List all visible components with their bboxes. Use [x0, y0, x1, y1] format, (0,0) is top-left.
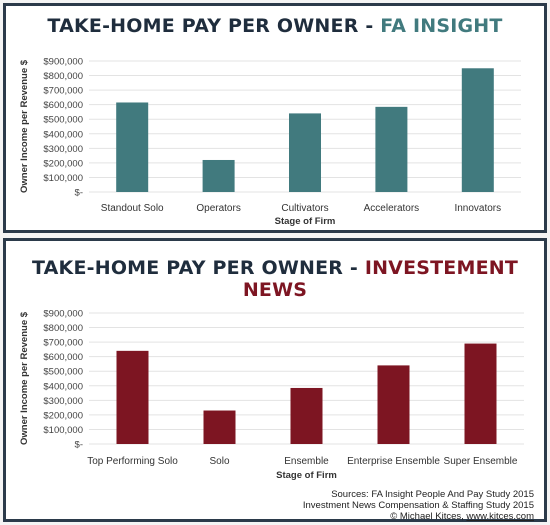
bar [203, 410, 236, 444]
y-tick-label: $400,000 [43, 129, 83, 140]
x-category-label: Innovators [454, 203, 501, 214]
y-tick-label: $100,000 [43, 425, 83, 436]
y-tick-label: $800,000 [43, 71, 83, 82]
bar [116, 102, 149, 192]
y-tick-label: $500,000 [43, 115, 83, 126]
copyright-line: © Michael Kitces, www.kitces.com [214, 511, 534, 522]
bar [289, 113, 321, 192]
x-category-label: Standout Solo [101, 203, 164, 214]
copyright-text: © Michael Kitces, [390, 511, 467, 522]
y-tick-label: $300,000 [43, 396, 83, 407]
investment-news-panel: TAKE-HOME PAY PER OWNER - INVESTEMENT NE… [3, 238, 547, 522]
x-category-label: Enterprise Ensemble [347, 456, 440, 467]
x-category-label: Top Performing Solo [87, 456, 178, 467]
y-tick-label: $- [75, 188, 83, 199]
x-category-label: Cultivators [281, 203, 328, 214]
x-category-label: Solo [209, 456, 229, 467]
chart-title-investment-news: TAKE-HOME PAY PER OWNER - INVESTEMENT NE… [6, 257, 544, 301]
x-category-label: Ensemble [284, 456, 329, 467]
chart-title-accent: INVESTEMENT NEWS [242, 257, 519, 301]
chart-title-fa-insight: TAKE-HOME PAY PER OWNER - FA INSIGHT [6, 15, 544, 37]
bar [202, 159, 235, 192]
source-line-1: Sources: FA Insight People And Pay Study… [331, 489, 534, 500]
y-tick-label: $600,000 [43, 100, 83, 111]
y-tick-label: $800,000 [43, 323, 83, 334]
y-tick-label: $700,000 [43, 338, 83, 349]
bar [290, 387, 323, 444]
y-tick-label: $200,000 [43, 410, 83, 421]
fa-insight-bar-chart: $- $100,000 $200,000 $300,000 $400,000 $500,0… [19, 57, 521, 227]
fa-insight-panel: TAKE-HOME PAY PER OWNER - FA INSIGHT $- $… [3, 3, 547, 233]
investment-news-bar-chart: $- $100,000 $200,000 $300,000 $400,000 $500,0… [19, 309, 524, 481]
y-tick-label: $200,000 [43, 158, 83, 169]
y-tick-label: $400,000 [43, 381, 83, 392]
x-category-label: Super Ensemble [444, 456, 518, 467]
y-tick-label: $900,000 [43, 309, 83, 320]
bar [464, 343, 497, 444]
y-tick-label: $700,000 [43, 86, 83, 97]
chart-title-accent: FA INSIGHT [380, 15, 503, 37]
bar [461, 68, 494, 192]
y-axis-title: Owner Income per Revenue $ [19, 311, 30, 445]
y-tick-label: $500,000 [43, 367, 83, 378]
y-tick-label: $900,000 [43, 57, 83, 68]
x-axis-title: Stage of Firm [275, 216, 336, 227]
x-axis-title: Stage of Firm [276, 470, 337, 481]
chart-title-text: TAKE-HOME PAY PER OWNER - [47, 15, 381, 37]
bar [116, 350, 149, 444]
sources-note: Sources: FA Insight People And Pay Study… [214, 489, 534, 522]
y-tick-label: $- [75, 440, 83, 451]
y-axis-title: Owner Income per Revenue $ [19, 59, 30, 193]
y-tick-label: $100,000 [43, 173, 83, 184]
chart-title-text: TAKE-HOME PAY PER OWNER - [31, 257, 365, 279]
x-category-label: Accelerators [364, 203, 420, 214]
bar [377, 365, 410, 444]
source-line-2: Investment News Compensation & Staffing … [302, 500, 534, 511]
y-tick-label: $300,000 [43, 144, 83, 155]
x-category-label: Operators [196, 203, 240, 214]
kitces-link[interactable]: www.kitces.com [466, 511, 534, 522]
y-tick-label: $600,000 [43, 352, 83, 363]
bar [375, 106, 408, 192]
